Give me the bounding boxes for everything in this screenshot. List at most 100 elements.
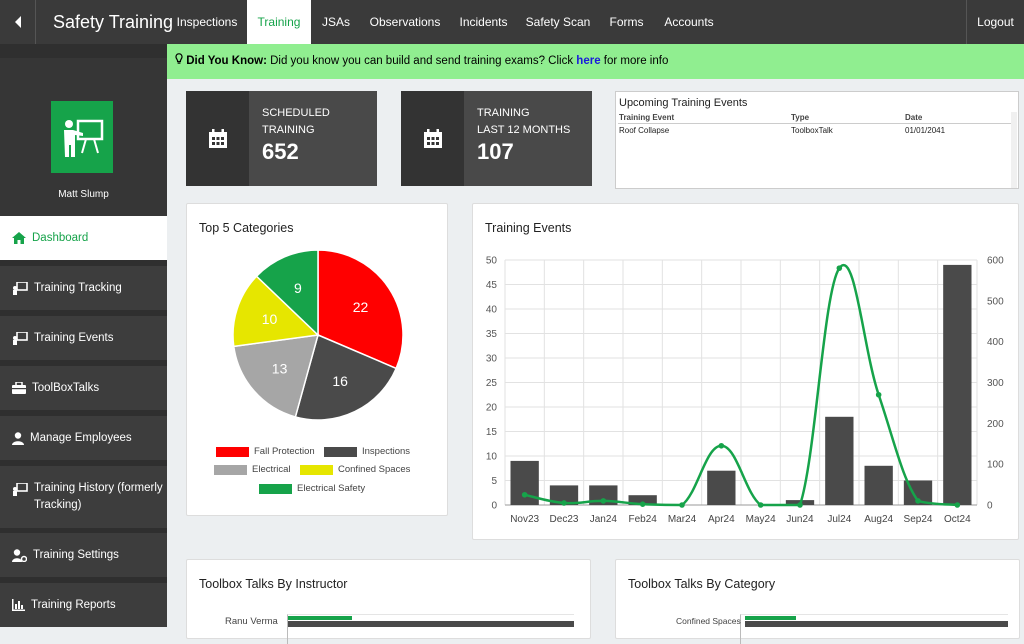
legend-item: Inspections [324, 446, 410, 457]
x-tick-label: Apr24 [708, 514, 735, 525]
bar[interactable] [628, 495, 657, 505]
x-tick-label: May24 [746, 514, 776, 525]
line-point[interactable] [797, 502, 803, 508]
col-header-date: Date [904, 112, 1011, 124]
y2-tick-label: 400 [987, 337, 1004, 348]
bar[interactable] [707, 470, 736, 505]
pie-slice[interactable] [294, 333, 398, 421]
sidebar-item-manage-employees[interactable]: Manage Employees [0, 416, 167, 460]
line-point[interactable] [561, 500, 567, 506]
x-tick-label: Mar24 [668, 514, 697, 525]
stat-card-scheduled-training[interactable]: SCHEDULED TRAINING 652 [186, 91, 377, 186]
bar [745, 616, 796, 620]
x-tick-label: Sep24 [904, 514, 933, 525]
presenter-icon [64, 119, 104, 157]
training-events-chart: 051015202530354045500100200300400500600N… [486, 256, 1004, 526]
sidebar-item-training-events[interactable]: Training Events [0, 316, 167, 360]
y2-tick-label: 600 [987, 256, 1004, 267]
legend-swatch [259, 483, 292, 494]
col-header-type: Type [790, 112, 904, 124]
line-point[interactable] [521, 491, 528, 498]
nav-inspections[interactable]: Inspections [176, 15, 238, 29]
bar[interactable] [549, 485, 579, 505]
sidebar-item-label: Training Settings [33, 549, 119, 561]
x-tick-label: Nov23 [510, 514, 539, 525]
sidebar-item-training-reports[interactable]: Training Reports [0, 583, 167, 627]
bar-chart-icon [12, 599, 25, 611]
stat-label-line2: LAST 12 MONTHS [477, 124, 571, 136]
sidebar-item-label: ToolBoxTalks [32, 382, 100, 394]
nav-observations[interactable]: Observations [369, 15, 441, 29]
nav-training[interactable]: Training [247, 0, 311, 44]
upcoming-title: Upcoming Training Events [619, 97, 748, 109]
upcoming-table: Training Event Type Date Roof Collapse T… [618, 112, 1011, 137]
sidebar-item-label: Training Tracking [34, 282, 122, 294]
home-icon [12, 232, 26, 244]
nav-forms[interactable]: Forms [609, 15, 644, 29]
stat-label-line1: SCHEDULED [262, 107, 330, 119]
sidebar-item-toolboxtalks[interactable]: ToolBoxTalks [0, 366, 167, 410]
line-point[interactable] [600, 498, 607, 504]
sidebar-item-training-tracking[interactable]: Training Tracking [0, 266, 167, 310]
stat-icon-box [186, 91, 249, 186]
sidebar-item-label: Training History (formerly Tracking) [34, 482, 163, 511]
logout-button[interactable]: Logout [966, 0, 1024, 44]
app-title: Safety Training [53, 12, 174, 32]
user-profile: Matt Slump [0, 58, 167, 218]
top-navbar: Safety Training Inspections Training JSA… [0, 0, 1024, 44]
presentation-icon [13, 483, 28, 496]
user-icon [12, 431, 24, 445]
stat-card-training-last-12-months[interactable]: TRAINING LAST 12 MONTHS 107 [401, 91, 592, 186]
stat-label-line2: TRAINING [262, 124, 315, 136]
back-button[interactable] [0, 0, 36, 44]
stat-value: 652 [262, 139, 299, 164]
bar[interactable] [825, 416, 854, 505]
table-row[interactable]: Roof Collapse ToolboxTalk 01/01/2041 [618, 124, 1011, 138]
x-tick-label: Feb24 [628, 514, 657, 525]
y-tick-label: 40 [486, 305, 498, 316]
banner-link[interactable]: here [576, 55, 601, 67]
sidebar-item-training-history[interactable]: Training History (formerly Tracking) [0, 466, 167, 528]
col-header-event: Training Event [618, 112, 790, 124]
line-point[interactable] [954, 502, 961, 508]
line-point[interactable] [679, 502, 685, 508]
banner-lead: Did You Know: [186, 55, 267, 67]
sidebar-item-dashboard[interactable]: Dashboard [0, 216, 167, 260]
cell-event: Roof Collapse [619, 126, 670, 135]
stat-label: TRAINING LAST 12 MONTHS [477, 105, 570, 139]
nav-incidents[interactable]: Incidents [459, 15, 508, 29]
bar [745, 621, 1008, 627]
pie-slice[interactable] [232, 334, 320, 418]
sidebar-item-training-settings[interactable]: Training Settings [0, 533, 167, 577]
pie-slice-label: 16 [332, 373, 348, 389]
bar[interactable] [864, 465, 893, 505]
line-point[interactable] [915, 498, 921, 504]
stat-icon-box [401, 91, 464, 186]
y-tick-label: 35 [486, 329, 498, 340]
pie-slice[interactable] [255, 249, 319, 337]
line-point[interactable] [836, 265, 843, 271]
pie-slice[interactable] [232, 275, 320, 348]
nav-safety-scan[interactable]: Safety Scan [525, 15, 591, 29]
toolbox-icon [12, 382, 26, 394]
legend-swatch [216, 446, 249, 457]
scrollbar[interactable] [1011, 112, 1017, 188]
nav-jsas[interactable]: JSAs [321, 15, 350, 29]
toolbox-by-category-panel: Toolbox Talks By Category Confined Space… [615, 559, 1020, 644]
y2-tick-label: 0 [987, 501, 993, 512]
line-point[interactable] [875, 391, 882, 398]
y2-tick-label: 500 [987, 296, 1004, 307]
line-point[interactable] [639, 501, 646, 507]
line-point[interactable] [757, 502, 764, 508]
bar[interactable] [943, 264, 972, 505]
pie-slice[interactable] [317, 249, 404, 370]
user-cog-icon [12, 548, 27, 562]
bar [288, 616, 352, 620]
legend-label: Inspections [362, 446, 411, 457]
line-point[interactable] [718, 442, 725, 449]
upcoming-events-panel: Upcoming Training Events Training Event … [615, 91, 1019, 189]
banner-text: Did you know you can build and send trai… [266, 55, 577, 67]
x-tick-label: Jun24 [786, 514, 814, 525]
nav-accounts[interactable]: Accounts [664, 15, 714, 29]
pie-slice-label: 22 [353, 299, 369, 315]
